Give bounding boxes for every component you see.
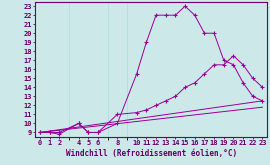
X-axis label: Windchill (Refroidissement éolien,°C): Windchill (Refroidissement éolien,°C)	[66, 149, 237, 158]
